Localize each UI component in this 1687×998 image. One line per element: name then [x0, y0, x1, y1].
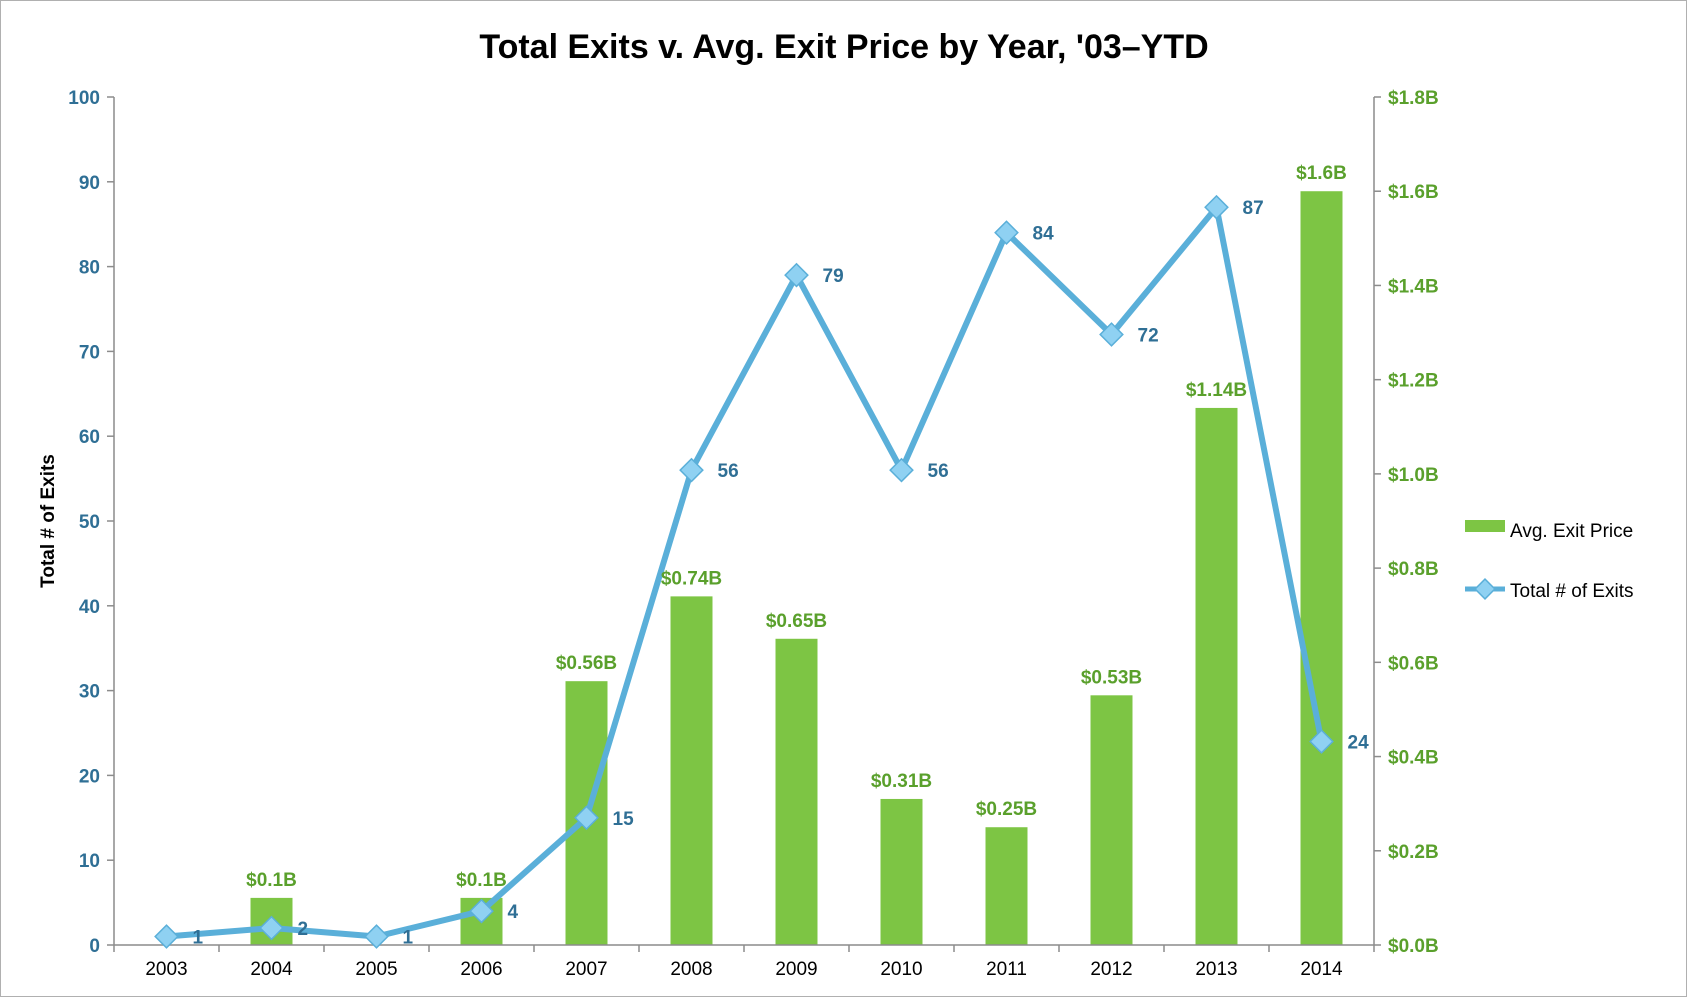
line-point-2005 — [364, 924, 389, 949]
line-point-2011 — [994, 220, 1019, 246]
x-tick-label: 2011 — [986, 959, 1027, 980]
line-label-2013: 87 — [1243, 198, 1264, 219]
x-tick-label: 2007 — [565, 959, 607, 980]
line-point-2004 — [259, 915, 284, 941]
y-tick-label-left: 70 — [79, 342, 100, 363]
y-tick-label-right: $0.0B — [1388, 936, 1439, 957]
x-tick-label: 2006 — [460, 959, 502, 980]
x-tick-label: 2013 — [1195, 959, 1237, 980]
y-axis-label: Total # of Exits — [38, 454, 59, 588]
bar-label-2013: $1.14B — [1186, 380, 1247, 401]
x-tick-label: 2009 — [775, 959, 817, 980]
y-tick-label-right: $1.2B — [1388, 371, 1439, 392]
line-label-2007: 15 — [613, 809, 635, 830]
line-label-2008: 56 — [718, 461, 739, 482]
line-label-2004: 2 — [298, 919, 309, 940]
y-tick-label-right: $1.8B — [1388, 88, 1439, 109]
line-point-2010 — [889, 457, 914, 483]
line-point-2007 — [574, 805, 599, 831]
y-tick-label-left: 40 — [79, 597, 100, 618]
bar-2011 — [985, 827, 1028, 945]
line-point-2009 — [784, 262, 809, 288]
bars-layer — [250, 191, 1343, 945]
line-point-2012 — [1099, 322, 1124, 347]
bar-2012 — [1090, 695, 1133, 945]
bar-label-2014: $1.6B — [1296, 163, 1347, 184]
bar-label-2012: $0.53B — [1081, 667, 1142, 688]
y-tick-label-right: $1.0B — [1388, 465, 1439, 486]
y-tick-label-left: 30 — [79, 682, 100, 703]
x-tick-label: 2003 — [145, 959, 187, 980]
line-point-2008 — [679, 457, 704, 483]
y-tick-label-left: 20 — [79, 766, 100, 787]
bar-label-2008: $0.74B — [661, 568, 722, 589]
bar-2010 — [880, 798, 923, 945]
line-label-2011: 84 — [1033, 224, 1055, 245]
line-label-2012: 72 — [1138, 325, 1159, 346]
y-tick-label-right: $0.6B — [1388, 653, 1439, 674]
line-point-2003 — [154, 924, 179, 949]
bar-label-2006: $0.1B — [456, 870, 507, 891]
labels-layer: $0.1B $0.1B $0.56B $0.74B $0.65B $0.31B $0.25B… — [193, 163, 1370, 948]
y-tick-label-right: $0.4B — [1388, 748, 1439, 769]
legend-label-line: Total # of Exits — [1510, 581, 1634, 602]
x-tick-label: 2004 — [250, 959, 293, 980]
line-point-2014 — [1309, 729, 1334, 754]
line-point-2013 — [1204, 194, 1229, 220]
bar-label-2009: $0.65B — [766, 611, 827, 632]
y-tick-label-right: $0.2B — [1388, 842, 1439, 863]
bar-label-2011: $0.25B — [976, 799, 1037, 820]
x-tick-label: 2014 — [1300, 959, 1343, 980]
legend-swatch-bar — [1465, 520, 1505, 532]
line-label-2006: 4 — [508, 902, 519, 923]
y-tick-label-left: 100 — [68, 88, 100, 109]
y-tick-label-left: 50 — [79, 512, 100, 533]
y-tick-label-right: $1.4B — [1388, 276, 1439, 297]
x-tick-label: 2005 — [355, 959, 397, 980]
line-layer — [154, 194, 1334, 949]
y-tick-label-left: 60 — [79, 427, 100, 448]
bar-2013 — [1195, 407, 1238, 945]
axes-layer: 0 10 20 30 40 50 60 70 80 90 100 $0.0B $0.2B $0.4B $0.… — [68, 88, 1438, 980]
y-tick-label-left: 0 — [89, 936, 100, 957]
line-label-2014: 24 — [1348, 732, 1370, 753]
x-tick-label: 2010 — [880, 959, 922, 980]
bar-2008 — [670, 596, 713, 945]
x-tick-label: 2008 — [670, 959, 712, 980]
line-point-2006 — [469, 898, 494, 924]
line-label-2009: 79 — [823, 266, 844, 287]
y-tick-label-right: $1.6B — [1388, 182, 1439, 203]
line-label-2010: 56 — [928, 461, 949, 482]
chart-title: Total Exits v. Avg. Exit Price by Year, … — [479, 28, 1208, 66]
bar-2014 — [1300, 191, 1343, 945]
y-tick-label-left: 90 — [79, 173, 100, 194]
line-label-2005: 1 — [403, 928, 414, 949]
y-tick-label-left: 10 — [79, 851, 100, 872]
series-line-total-exits — [163, 204, 1325, 940]
bar-label-2004: $0.1B — [246, 870, 297, 891]
bar-2009 — [775, 638, 818, 945]
bar-label-2007: $0.56B — [556, 653, 617, 674]
legend-swatch-marker — [1474, 578, 1496, 600]
bar-label-2010: $0.31B — [871, 771, 932, 792]
x-tick-label: 2012 — [1090, 959, 1132, 980]
y-tick-label-left: 80 — [79, 258, 100, 279]
line-label-2003: 1 — [193, 928, 204, 949]
legend-label-bar: Avg. Exit Price — [1510, 521, 1633, 542]
legend: Avg. Exit Price Total # of Exits — [1465, 520, 1634, 602]
y-tick-label-right: $0.8B — [1388, 559, 1439, 580]
